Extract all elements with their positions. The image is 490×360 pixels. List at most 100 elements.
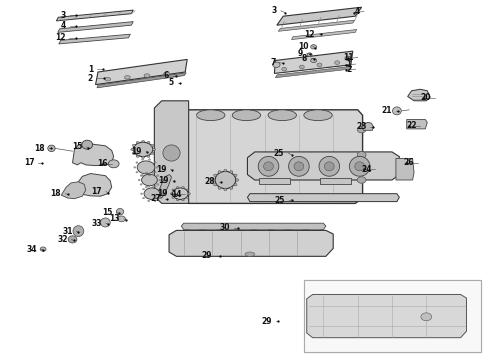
Polygon shape	[169, 230, 333, 256]
Ellipse shape	[392, 107, 401, 115]
Ellipse shape	[264, 162, 273, 171]
Ellipse shape	[182, 186, 184, 188]
Text: 9: 9	[297, 49, 303, 58]
Ellipse shape	[141, 193, 143, 194]
Text: 8: 8	[302, 54, 307, 63]
Ellipse shape	[142, 140, 145, 143]
Ellipse shape	[307, 53, 312, 57]
Ellipse shape	[73, 226, 84, 237]
Ellipse shape	[299, 65, 304, 69]
Ellipse shape	[164, 72, 170, 76]
Polygon shape	[56, 10, 133, 21]
Ellipse shape	[317, 63, 322, 67]
Ellipse shape	[146, 172, 147, 174]
Text: 25: 25	[274, 149, 284, 158]
Polygon shape	[76, 174, 112, 196]
Text: 24: 24	[361, 165, 371, 174]
Text: 19: 19	[157, 189, 168, 198]
Polygon shape	[96, 59, 187, 85]
Ellipse shape	[234, 184, 237, 186]
Ellipse shape	[142, 156, 145, 158]
Ellipse shape	[357, 152, 366, 158]
Ellipse shape	[282, 67, 287, 71]
Text: 16: 16	[98, 159, 108, 168]
Ellipse shape	[218, 171, 221, 173]
Polygon shape	[58, 22, 133, 32]
Ellipse shape	[152, 148, 155, 150]
Text: 28: 28	[204, 177, 215, 186]
Text: 19: 19	[132, 147, 142, 156]
Ellipse shape	[134, 167, 136, 168]
Ellipse shape	[133, 142, 153, 157]
Text: 19: 19	[159, 176, 169, 185]
Ellipse shape	[159, 179, 161, 181]
Ellipse shape	[186, 197, 189, 198]
Ellipse shape	[218, 187, 221, 189]
Polygon shape	[97, 73, 186, 88]
Ellipse shape	[148, 175, 150, 176]
Polygon shape	[247, 194, 399, 202]
Ellipse shape	[349, 156, 370, 176]
Ellipse shape	[136, 162, 138, 163]
Polygon shape	[158, 175, 172, 198]
Ellipse shape	[182, 199, 184, 201]
Ellipse shape	[147, 155, 150, 157]
Text: 25: 25	[275, 197, 285, 205]
Polygon shape	[396, 158, 414, 180]
Polygon shape	[320, 178, 351, 184]
Polygon shape	[247, 152, 399, 180]
Text: 26: 26	[404, 158, 414, 167]
Ellipse shape	[161, 193, 163, 194]
Polygon shape	[73, 143, 114, 166]
Ellipse shape	[172, 189, 174, 191]
Text: 10: 10	[298, 41, 309, 50]
Text: 3: 3	[61, 10, 66, 19]
Ellipse shape	[159, 197, 161, 199]
Ellipse shape	[148, 200, 150, 202]
Polygon shape	[181, 110, 363, 203]
Text: 11: 11	[343, 53, 354, 62]
Ellipse shape	[224, 169, 227, 172]
Polygon shape	[407, 120, 427, 129]
Ellipse shape	[40, 247, 46, 251]
Text: 21: 21	[382, 107, 392, 115]
Ellipse shape	[142, 159, 144, 160]
Ellipse shape	[144, 74, 150, 77]
Ellipse shape	[157, 175, 159, 176]
Ellipse shape	[355, 162, 365, 171]
Text: 4: 4	[355, 7, 360, 16]
Ellipse shape	[289, 156, 309, 176]
Ellipse shape	[357, 126, 366, 133]
Ellipse shape	[156, 167, 158, 168]
Ellipse shape	[319, 156, 340, 176]
Text: 12: 12	[304, 30, 315, 39]
Polygon shape	[362, 122, 373, 130]
Polygon shape	[274, 51, 353, 73]
Text: 29: 29	[262, 317, 272, 325]
Ellipse shape	[345, 56, 351, 60]
Ellipse shape	[151, 172, 153, 174]
Ellipse shape	[136, 155, 139, 157]
Text: 34: 34	[26, 245, 37, 253]
Ellipse shape	[154, 172, 156, 173]
Ellipse shape	[172, 197, 174, 198]
Ellipse shape	[214, 184, 217, 186]
Ellipse shape	[100, 218, 110, 227]
Polygon shape	[292, 30, 357, 40]
Ellipse shape	[151, 186, 153, 188]
Ellipse shape	[138, 179, 140, 181]
Ellipse shape	[304, 110, 332, 121]
Ellipse shape	[108, 160, 119, 168]
Ellipse shape	[146, 186, 147, 188]
Bar	[304, 280, 481, 352]
Ellipse shape	[230, 187, 233, 189]
Ellipse shape	[294, 162, 304, 171]
Text: 4: 4	[61, 21, 66, 30]
Text: 14: 14	[171, 190, 181, 199]
Text: 18: 18	[50, 189, 61, 198]
Ellipse shape	[151, 144, 154, 147]
Ellipse shape	[148, 186, 150, 187]
Text: 15: 15	[72, 143, 82, 152]
Polygon shape	[61, 182, 86, 199]
Ellipse shape	[144, 188, 160, 199]
